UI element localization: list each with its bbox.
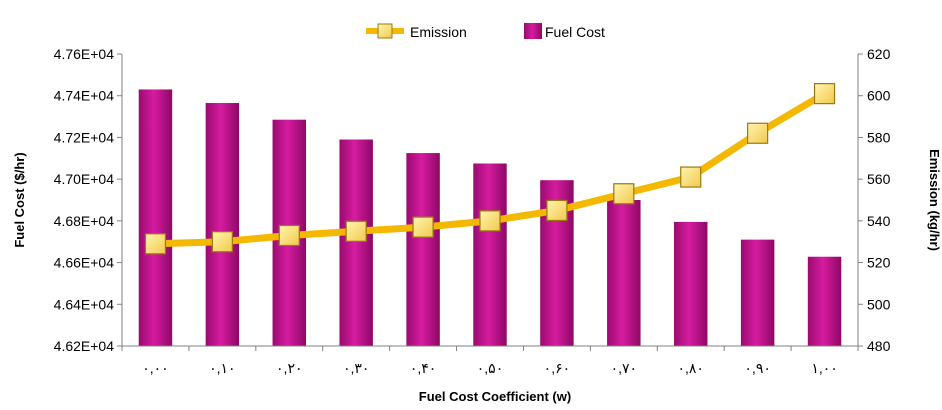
x-tick-label: ۰,۲۰ [276, 360, 302, 376]
y-tick-label: 4.64E+04 [54, 296, 115, 312]
y2-tick-label: 520 [867, 255, 891, 271]
y2-tick-label: 580 [867, 129, 891, 145]
axes-layer: 4.62E+04 4.64E+04 4.66E+04 4.68E+04 4.70E+04… [54, 46, 891, 376]
emission-point [680, 166, 702, 188]
emission-point [278, 224, 300, 247]
emission-point [546, 199, 568, 222]
emission-point [479, 210, 501, 232]
fuel-cost-bar [138, 89, 173, 346]
y2-tick-label: 480 [867, 338, 891, 354]
x-tick-label: ۰,۳۰ [343, 360, 369, 376]
bars-layer [138, 89, 842, 346]
y2-tick-label: 540 [867, 213, 891, 229]
y2-tick-label: 620 [867, 46, 891, 62]
emission-point [412, 216, 434, 238]
y-tick-label: 4.72E+04 [54, 129, 115, 145]
y2-axis-title: Emission (kg/hr) [927, 149, 942, 251]
legend: Emission Fuel Cost [366, 23, 605, 40]
line-layer [144, 83, 836, 255]
y-tick-label: 4.62E+04 [54, 338, 115, 354]
legend-emission-label: Emission [410, 24, 467, 40]
fuel-cost-bar [607, 200, 641, 346]
x-tick-label: ۱,۰۰ [811, 360, 837, 376]
x-axis-title: Fuel Cost Coefficient (w) [419, 389, 571, 404]
emission-point [613, 183, 635, 205]
x-tick-label: ۰,۶۰ [544, 360, 570, 376]
y2-tick-label: 500 [867, 296, 891, 312]
x-tick-label: ۰,۸۰ [678, 360, 704, 376]
y2-tick-label: 560 [867, 171, 891, 187]
fuel-cost-bar [205, 103, 240, 346]
y-tick-label: 4.66E+04 [54, 255, 115, 271]
y2-tick-label: 600 [867, 88, 891, 104]
fuel-cost-bar [473, 163, 507, 346]
y-tick-label: 4.74E+04 [54, 88, 115, 104]
fuel-cost-bar [740, 239, 775, 346]
y-tick-label: 4.68E+04 [54, 213, 115, 229]
legend-fuel-cost-swatch [524, 23, 542, 39]
emission-point [747, 122, 769, 144]
fuel-cost-bar [406, 153, 440, 346]
legend-emission-marker [377, 23, 393, 39]
fuel-cost-bar [807, 256, 842, 346]
fuel-cost-bar [674, 221, 708, 346]
legend-fuel-cost-label: Fuel Cost [545, 24, 605, 40]
y-tick-label: 4.70E+04 [54, 171, 115, 187]
x-tick-label: ۰,۵۰ [477, 360, 503, 376]
x-tick-label: ۰,۹۰ [744, 360, 770, 376]
x-tick-label: ۰,۴۰ [410, 360, 436, 376]
y-tick-label: 4.76E+04 [54, 46, 115, 62]
x-tick-label: ۰,۷۰ [611, 360, 637, 376]
emission-point [211, 231, 233, 253]
x-tick-label: ۰,۰۰ [142, 360, 168, 376]
emission-point [813, 83, 836, 105]
y-axis-title: Fuel Cost ($/hr) [12, 152, 27, 247]
x-tick-label: ۰,۱۰ [209, 360, 235, 376]
fuel-cost-bar [339, 139, 373, 346]
emission-point [345, 220, 367, 242]
emission-point [144, 233, 167, 255]
